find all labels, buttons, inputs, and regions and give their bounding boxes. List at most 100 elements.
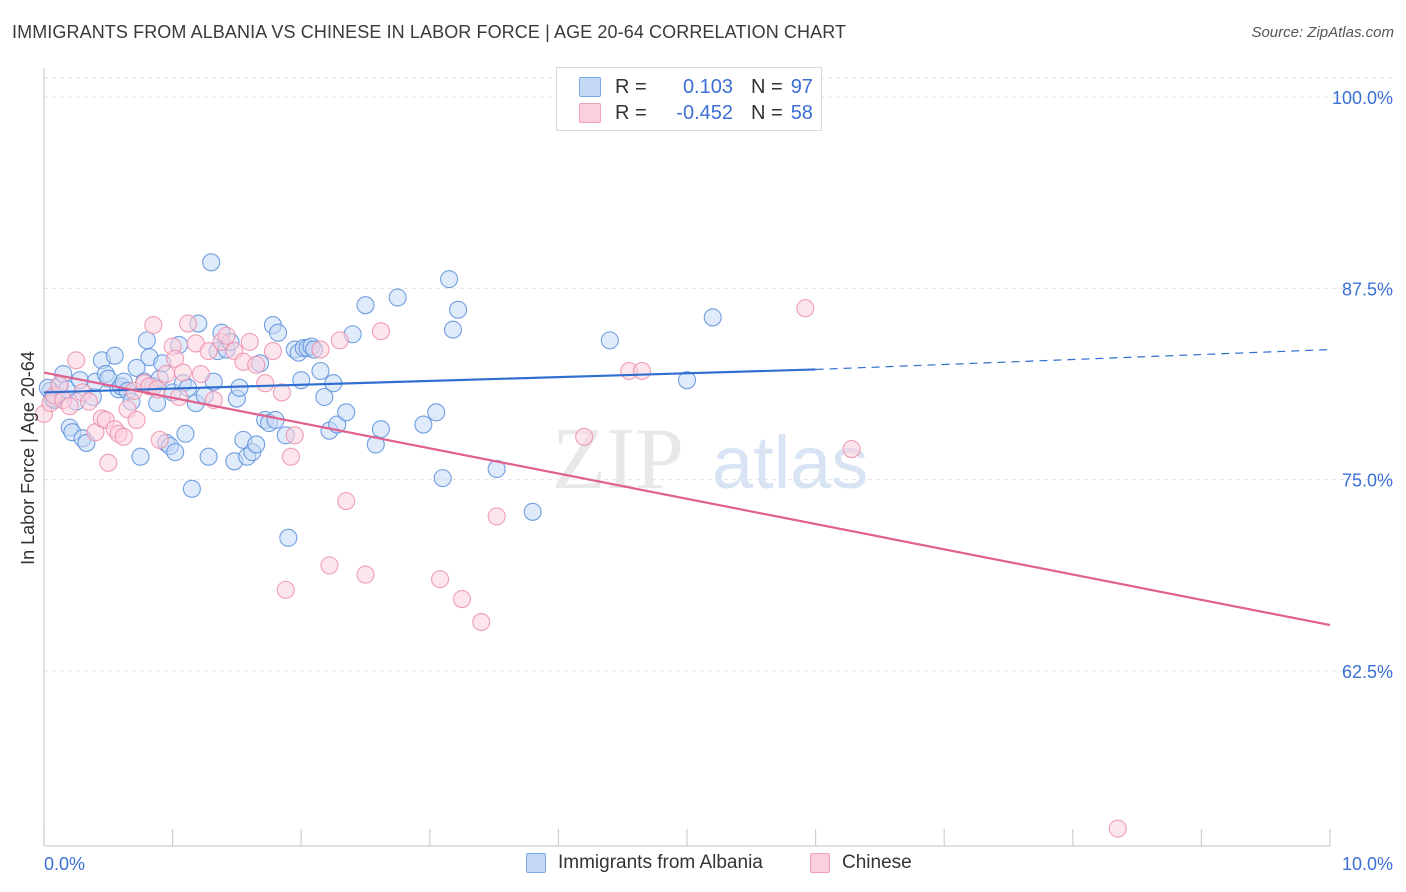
chinese-point [173, 363, 192, 382]
legend-swatch-albania [526, 853, 546, 873]
albania-point [199, 447, 218, 466]
watermark: ZIP atlas [552, 411, 868, 508]
albania-point [433, 469, 452, 488]
albania-point [166, 443, 185, 462]
albania-point [356, 296, 375, 315]
chinese-point [144, 316, 163, 335]
albania-point [371, 420, 390, 439]
chinese-point [256, 374, 275, 393]
albania-point [427, 403, 446, 422]
chinese-point [247, 355, 266, 374]
albania-point [600, 331, 619, 350]
y-axis-label: In Labor Force | Age 20-64 [18, 351, 38, 565]
watermark-zip: ZIP [552, 411, 684, 508]
chinese-point [1108, 819, 1127, 838]
legend-r-value: -0.452 [676, 101, 733, 124]
albania-point [388, 288, 407, 307]
chart-source: Source: ZipAtlas.com [1251, 24, 1394, 41]
tick-labels: 100.0% 87.5% 75.0% 62.5% 0.0% 10.0% [44, 88, 1393, 874]
x-tick-label: 0.0% [44, 854, 85, 874]
chinese-point [272, 383, 291, 402]
chinese-point [330, 331, 349, 350]
legend-row-albania: R = 0.103 N = 97 [579, 75, 813, 99]
y-tick-label: 100.0% [1332, 88, 1393, 108]
chart-title: IMMIGRANTS FROM ALBANIA VS CHINESE IN LA… [12, 22, 847, 42]
chinese-point [166, 349, 185, 368]
chinese-point [67, 351, 86, 370]
chinese-point [337, 492, 356, 511]
y-tick-label: 87.5% [1342, 279, 1393, 299]
albania-point [523, 502, 542, 521]
legend-item-chinese[interactable]: Chinese [810, 852, 912, 874]
legend-item-albania[interactable]: Immigrants from Albania [526, 852, 763, 874]
albania-point [315, 387, 334, 407]
chinese-point [472, 612, 491, 632]
albania-trend-line [43, 368, 816, 394]
correlation-legend: R = 0.103 N = 97 R = -0.452 N = 58 [556, 67, 822, 131]
chinese-point [285, 426, 304, 445]
y-tick-label: 75.0% [1342, 471, 1393, 491]
chinese-point [240, 332, 259, 351]
legend-label-chinese: Chinese [842, 852, 912, 873]
albania-point [311, 361, 330, 381]
albania-point [182, 479, 201, 498]
chinese-point [263, 342, 282, 361]
albania-point [137, 331, 156, 350]
albania-point [292, 371, 311, 390]
chinese-point [431, 570, 450, 589]
legend-label-albania: Immigrants from Albania [558, 852, 763, 873]
chinese-point [487, 507, 506, 526]
chinese-point [320, 556, 339, 575]
legend-n-value: 97 [790, 75, 813, 98]
grid-lines [44, 77, 1392, 672]
chinese-point [191, 365, 210, 384]
chinese-point [311, 340, 330, 359]
albania-point [449, 300, 468, 319]
legend-row-chinese: R = -0.452 N = 58 [579, 101, 813, 125]
chinese-point [79, 392, 99, 411]
chinese-point [796, 299, 815, 318]
chinese-point [150, 430, 169, 449]
chinese-point [276, 580, 295, 599]
axes [43, 68, 1331, 847]
legend-swatch-albania [579, 77, 601, 97]
chinese-point [114, 427, 133, 446]
legend-swatch-chinese [810, 853, 830, 873]
legend-r-value: 0.103 [682, 75, 733, 98]
chinese-point [371, 322, 390, 341]
albania-point [247, 435, 266, 454]
chinese-point [60, 397, 79, 416]
chinese-point [127, 410, 146, 430]
chinese-point [842, 440, 861, 459]
albania-point [279, 528, 298, 547]
series-chinese-points [34, 299, 1127, 838]
albania-point [677, 371, 697, 390]
albania-point [131, 447, 150, 466]
legend-r-label: R = [615, 75, 647, 98]
legend-n-label: N = [751, 75, 783, 98]
chinese-point [452, 590, 472, 609]
albania-point [127, 358, 146, 377]
legend-n-value: 58 [790, 101, 813, 124]
series-legend: Immigrants from Albania Chinese [0, 852, 1406, 876]
chinese-point [157, 365, 176, 384]
albania-point [440, 270, 459, 289]
x-tick-label: 10.0% [1342, 854, 1393, 874]
chinese-point [199, 342, 218, 361]
legend-n-label: N = [751, 101, 783, 124]
chinese-point [217, 326, 236, 345]
chinese-point [178, 314, 198, 333]
albania-point [703, 308, 722, 327]
legend-r-label: R = [615, 101, 647, 124]
albania-point [443, 320, 462, 339]
chinese-point [356, 565, 375, 584]
chinese-point [99, 453, 118, 472]
chinese-point [281, 447, 300, 466]
chinese-point [632, 361, 652, 381]
chinese-point [575, 427, 594, 446]
albania-point [176, 424, 195, 443]
chinese-trend-line [43, 371, 1331, 627]
albania-point [202, 253, 221, 272]
albania-point [337, 403, 356, 422]
